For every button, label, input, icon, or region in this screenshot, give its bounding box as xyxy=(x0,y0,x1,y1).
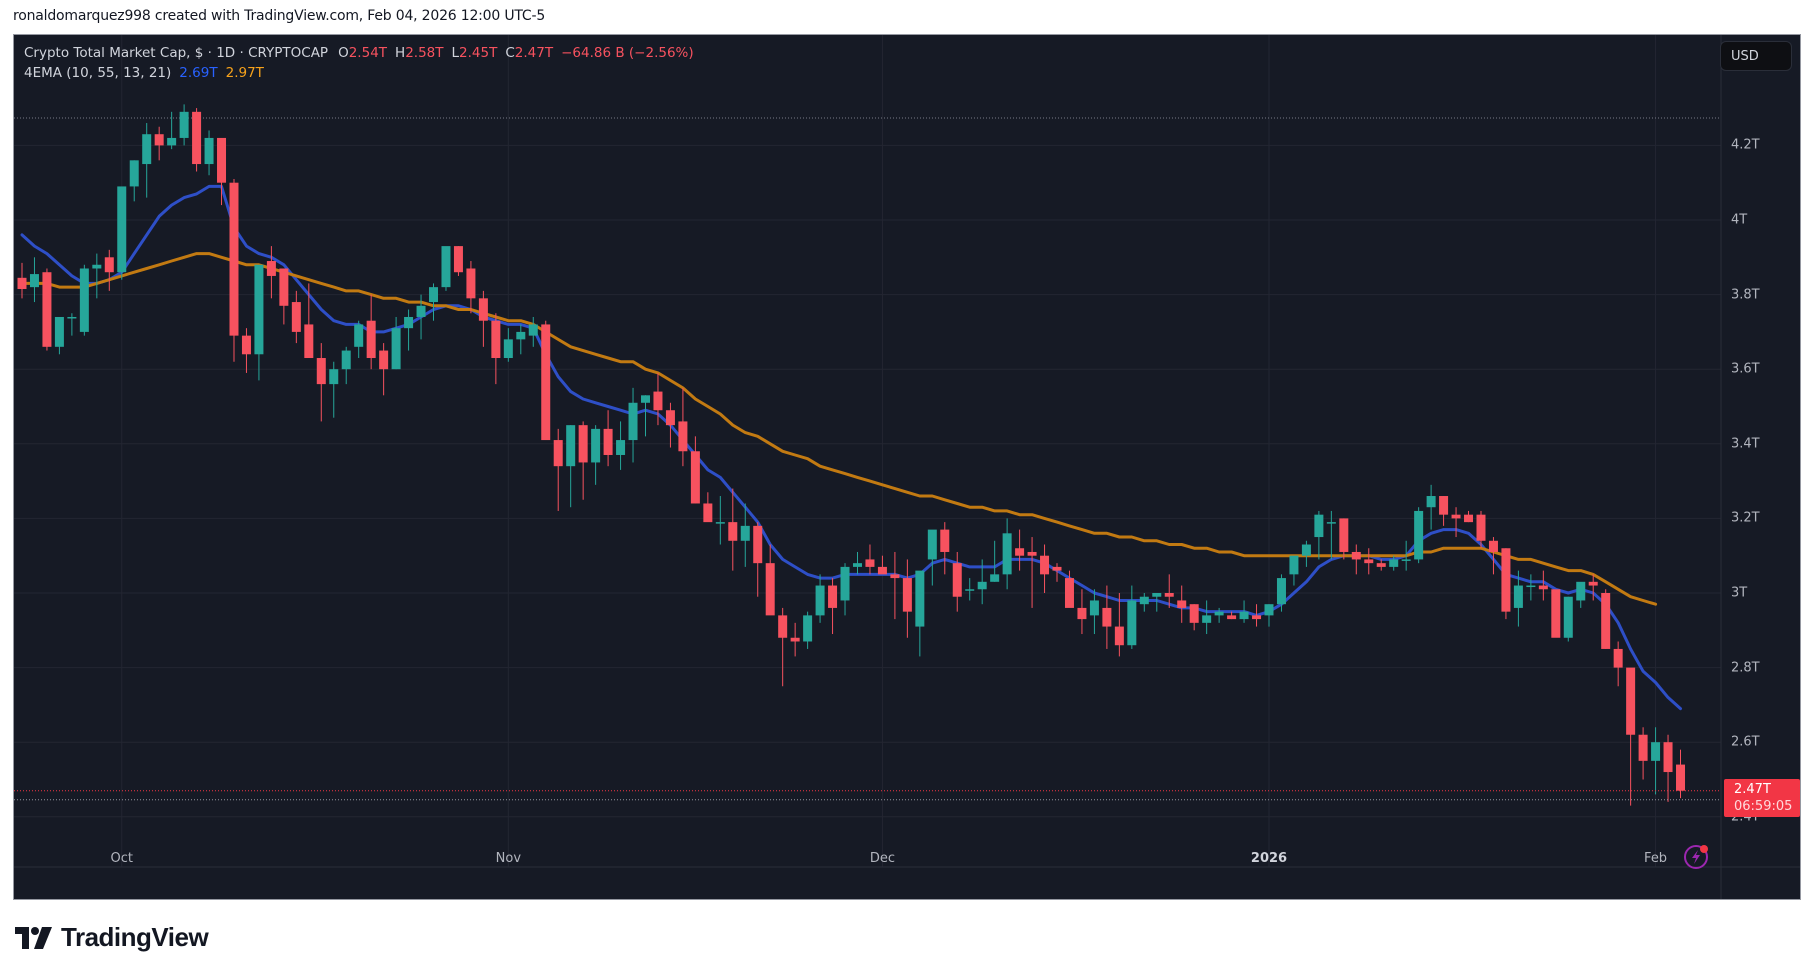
ema-slow-value: 2.97T xyxy=(225,65,264,81)
last-price-value: 2.47T xyxy=(1734,782,1771,797)
price-tick: 3.4T xyxy=(1731,436,1760,452)
tradingview-logo-icon xyxy=(15,926,52,949)
close-label: C xyxy=(505,45,515,61)
price-tick: 3.6T xyxy=(1731,361,1760,377)
price-tick: 2.6T xyxy=(1731,734,1760,750)
low-label: L xyxy=(451,45,460,61)
indicator-legend-row: 4EMA (10, 55, 13, 21) 2.69T 2.97T xyxy=(24,63,694,83)
time-tick: Dec xyxy=(869,851,895,866)
ema-fast-value: 2.69T xyxy=(179,65,218,81)
price-tick: 4.2T xyxy=(1731,137,1760,153)
close-value: 2.47T xyxy=(514,45,554,61)
flash-icon[interactable] xyxy=(1681,841,1711,871)
time-tick: Nov xyxy=(495,851,522,866)
price-tick: 4T xyxy=(1731,212,1748,228)
price-tick: 3T xyxy=(1731,585,1748,601)
brand-name: TradingView xyxy=(61,922,209,952)
change-value: −64.86 B (−2.56%) xyxy=(561,45,694,61)
price-tick: 2.8T xyxy=(1731,660,1760,676)
currency-button[interactable]: USD xyxy=(1720,41,1792,71)
open-label: O xyxy=(338,45,349,61)
chart-panel[interactable]: Crypto Total Market Cap, $ · 1D · CRYPTO… xyxy=(13,34,1801,900)
open-value: 2.54T xyxy=(348,45,388,61)
tradingview-logo[interactable]: TradingView xyxy=(15,922,209,953)
chart-legend: Crypto Total Market Cap, $ · 1D · CRYPTO… xyxy=(24,43,694,83)
symbol-title[interactable]: Crypto Total Market Cap, $ · 1D · CRYPTO… xyxy=(24,45,329,61)
price-tick: 3.2T xyxy=(1731,510,1760,526)
bar-countdown: 06:59:05 xyxy=(1734,799,1793,814)
high-label: H xyxy=(395,45,406,61)
indicator-title[interactable]: 4EMA (10, 55, 13, 21) xyxy=(24,65,172,81)
time-tick: Oct xyxy=(110,851,133,866)
chart-credit: ronaldomarquez998 created with TradingVi… xyxy=(13,8,546,24)
time-tick: 2026 xyxy=(1250,851,1288,866)
ohlc-legend-row: Crypto Total Market Cap, $ · 1D · CRYPTO… xyxy=(24,43,694,63)
last-price-label: 2.47T 06:59:05 xyxy=(1724,779,1800,817)
candlestick-chart[interactable] xyxy=(14,35,1801,900)
low-value: 2.45T xyxy=(459,45,498,61)
high-value: 2.58T xyxy=(405,45,444,61)
price-tick: 3.8T xyxy=(1731,287,1760,303)
time-tick: Feb xyxy=(1644,851,1668,866)
